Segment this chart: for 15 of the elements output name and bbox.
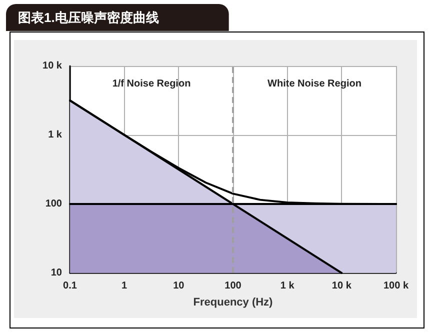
- x-tick-label: 100: [224, 280, 242, 292]
- x-tick-label: 10: [173, 280, 185, 292]
- y-tick-label: 100: [45, 198, 62, 210]
- x-tick-label: 0.1: [63, 280, 78, 292]
- annotation: White Noise Region: [268, 78, 362, 90]
- x-tick-label: 10 k: [332, 280, 352, 292]
- y-tick-label: 10: [50, 268, 62, 278]
- y-tick-label: 10 k: [42, 60, 62, 72]
- y-tick-label: 1 k: [48, 130, 62, 140]
- x-tick-label: 100 k: [383, 280, 409, 292]
- x-tick-label: 1 k: [280, 280, 295, 292]
- annotation: 1/f Noise Region: [112, 78, 191, 90]
- chart-title: 图表1.电压噪声密度曲线: [18, 10, 159, 25]
- x-tick-label: 1: [122, 280, 128, 292]
- x-axis-title: Frequency (Hz): [193, 296, 274, 308]
